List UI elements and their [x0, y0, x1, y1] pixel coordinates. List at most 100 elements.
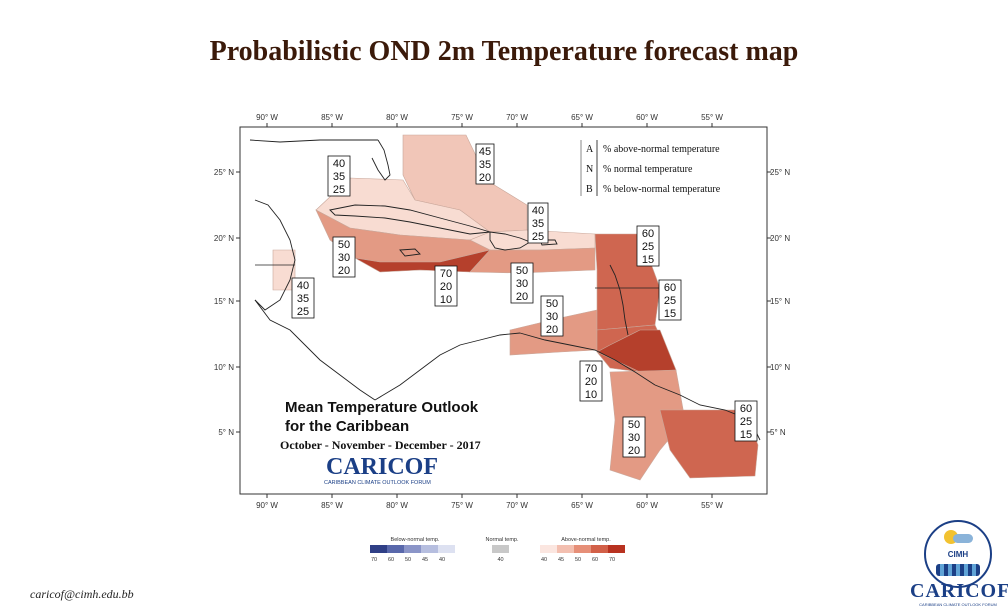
svg-text:25: 25: [664, 295, 676, 307]
gulf-coast: [249, 139, 378, 143]
svg-text:35: 35: [532, 218, 544, 230]
cimh-logo: CIMH: [924, 520, 992, 588]
svg-text:20: 20: [628, 445, 640, 457]
below-tick-label: 40: [439, 557, 445, 563]
florida-coast: [371, 139, 391, 181]
lon-label-top: 60° W: [636, 113, 658, 122]
lon-label-top: 85° W: [321, 113, 343, 122]
svg-text:30: 30: [516, 278, 528, 290]
lat-label-right: 20° N: [770, 234, 790, 243]
svg-text:50: 50: [516, 265, 528, 277]
svg-text:30: 30: [338, 252, 350, 264]
cuba-coast: [329, 204, 491, 235]
wave-icon: [936, 564, 980, 576]
slide-title: Probabilistic OND 2m Temperature forecas…: [209, 36, 799, 67]
svg-text:25: 25: [532, 231, 544, 243]
lat-label-left: 20° N: [214, 234, 234, 243]
colorbar-above-label: Above-normal temp.: [561, 537, 611, 543]
legend-desc-b: % below-normal temperature: [603, 184, 721, 195]
probability-labels: 45 35 20 40 35 25 40 35 25 50 30 20 40 3…: [291, 143, 758, 458]
colombia-coast: [374, 332, 521, 401]
prob-label-hispaniola-pr: 50 30 20: [510, 262, 534, 304]
svg-text:10: 10: [585, 389, 597, 401]
colorbar-normal-label: Normal temp.: [485, 537, 518, 543]
lon-label-bottom: 80° W: [386, 501, 408, 510]
inset-title: Mean Temperature Outlook for the Caribbe…: [280, 399, 481, 486]
prob-label-jamaica-haiti: 70 20 10: [434, 265, 458, 307]
svg-text:30: 30: [546, 311, 558, 323]
above-tick-label: 70: [609, 557, 615, 563]
colorbar: Below-normal temp. Normal temp. Above-no…: [370, 537, 625, 563]
legend-key-b: B: [586, 184, 593, 195]
svg-text:70: 70: [585, 363, 597, 375]
svg-text:40: 40: [333, 158, 345, 170]
svg-text:20: 20: [585, 376, 597, 388]
jamaica-coast: [399, 248, 421, 257]
legend-desc-n: % normal temperature: [603, 164, 693, 175]
lon-label-top: 65° W: [571, 113, 593, 122]
svg-text:20: 20: [546, 324, 558, 336]
above-swatch: [608, 545, 625, 553]
svg-text:10: 10: [440, 294, 452, 306]
legend-desc-a: % above-normal temperature: [603, 144, 720, 155]
lon-label-top: 75° W: [451, 113, 473, 122]
lon-label-top: 70° W: [506, 113, 528, 122]
svg-text:15: 15: [642, 254, 654, 266]
svg-text:25: 25: [297, 306, 309, 318]
lat-label-left: 15° N: [214, 297, 234, 306]
svg-text:20: 20: [479, 172, 491, 184]
prob-label-guyana: 50 30 20: [622, 416, 646, 458]
prob-label-windwards: 60 25 15: [658, 279, 682, 321]
above-swatch: [540, 545, 557, 553]
above-swatch: [591, 545, 608, 553]
inset-period: October - November - December - 2017: [280, 438, 481, 452]
below-tick-label: 50: [405, 557, 411, 563]
lat-label-right: 15° N: [770, 297, 790, 306]
lat-label-right: 10° N: [770, 363, 790, 372]
lon-label-bottom: 85° W: [321, 501, 343, 510]
lat-label-right: 5° N: [770, 428, 786, 437]
inset-title-line1: Mean Temperature Outlook: [285, 399, 479, 416]
svg-text:70: 70: [440, 268, 452, 280]
normal-swatch: [492, 545, 509, 553]
prob-label-suriname: 60 25 15: [734, 400, 758, 442]
yucatan-coast: [254, 199, 296, 311]
cloud-icon: [953, 534, 973, 543]
svg-text:50: 50: [546, 298, 558, 310]
cimh-logo-text: CIMH: [947, 550, 969, 559]
svg-text:60: 60: [664, 282, 676, 294]
lon-label-bottom: 90° W: [256, 501, 278, 510]
lon-label-bottom: 70° W: [506, 501, 528, 510]
prob-label-ne-caribbean: 40 35 25: [527, 202, 549, 244]
lon-label-bottom: 65° W: [571, 501, 593, 510]
caricof-logo-text: CARICOF: [910, 580, 1008, 602]
lat-label-left: 10° N: [214, 363, 234, 372]
above-tick-label: 40: [541, 557, 547, 563]
legend-key-a: A: [586, 144, 594, 155]
below-swatch: [421, 545, 438, 553]
svg-text:15: 15: [740, 429, 752, 441]
inset-caricof-logo: CARICOF: [326, 454, 438, 480]
svg-text:35: 35: [479, 159, 491, 171]
svg-text:35: 35: [333, 171, 345, 183]
above-tick-label: 50: [575, 557, 581, 563]
above-swatch: [557, 545, 574, 553]
below-swatch: [438, 545, 455, 553]
svg-text:25: 25: [740, 416, 752, 428]
lon-label-top: 90° W: [256, 113, 278, 122]
inset-title-line2: for the Caribbean: [285, 418, 409, 435]
below-swatch: [387, 545, 404, 553]
svg-text:60: 60: [740, 403, 752, 415]
prob-label-jamaica-west: 50 30 20: [332, 236, 356, 278]
above-tick-label: 45: [558, 557, 564, 563]
lon-label-bottom: 55° W: [701, 501, 723, 510]
svg-text:50: 50: [628, 419, 640, 431]
lon-label-bottom: 75° W: [451, 501, 473, 510]
inset-caricof-sub: CARIBBEAN CLIMATE OUTLOOK FORUM: [324, 480, 431, 486]
normal-tick-label: 40: [497, 557, 503, 563]
svg-text:40: 40: [532, 205, 544, 217]
prob-label-west-cuba: 40 35 25: [327, 155, 351, 197]
svg-text:45: 45: [479, 146, 491, 158]
lesser-antilles: [609, 264, 629, 336]
